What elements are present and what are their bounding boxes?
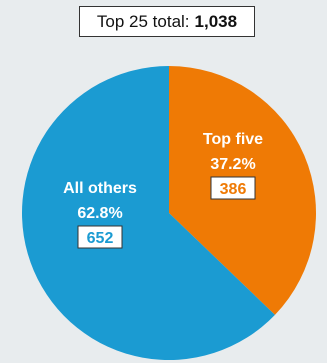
- slice-value-all-others: 652: [87, 230, 114, 247]
- total-label: Top 25 total:: [96, 11, 190, 31]
- slice-percent-top-five: 37.2%: [210, 156, 255, 173]
- pie-slice-all-others: [22, 66, 275, 361]
- total-value: 1,038: [194, 11, 238, 31]
- slice-label-top-five: Top five: [203, 131, 263, 148]
- total-summary: Top 25 total: 1,038: [79, 6, 255, 37]
- slice-percent-all-others: 62.8%: [77, 205, 122, 222]
- slice-value-top-five: 386: [220, 181, 247, 198]
- slice-label-all-others: All others: [63, 180, 137, 197]
- slice-value-box-top-five: [210, 176, 256, 200]
- slice-value-box-all-others: [77, 225, 123, 249]
